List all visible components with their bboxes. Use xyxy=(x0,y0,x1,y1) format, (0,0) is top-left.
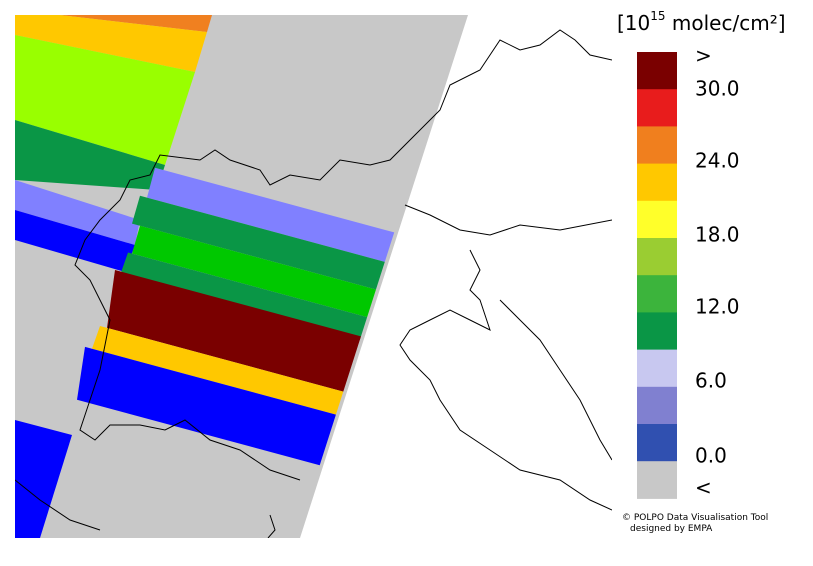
colorbar-segment xyxy=(637,386,677,425)
colorbar-label: 0.0 xyxy=(695,444,727,468)
coastlines xyxy=(15,29,612,538)
swath-band xyxy=(132,225,376,318)
colorbar-label: < xyxy=(695,476,712,500)
swath-band xyxy=(77,346,336,466)
credit: © POLPO Data Visualisation Tool xyxy=(622,513,768,523)
credit: designed by EMPA xyxy=(630,524,713,534)
colorbar-segment xyxy=(637,89,677,127)
swath-band xyxy=(15,35,195,165)
colorbar-segment xyxy=(637,52,677,90)
coastline xyxy=(399,204,612,511)
colorbar-segment xyxy=(637,163,677,202)
swath-band xyxy=(15,180,140,245)
colorbar-segment xyxy=(637,238,677,276)
title-prefix: [10 xyxy=(617,11,650,35)
swath-band xyxy=(15,420,72,538)
colorbar-label: 24.0 xyxy=(695,149,740,173)
colorbar: >30.0 24.0 18.0 12.0 6.0 0.0 < xyxy=(637,44,740,500)
colorbar-segment xyxy=(637,126,677,165)
colorbar-segment xyxy=(637,349,677,388)
colorbar-label: 12.0 xyxy=(695,295,740,319)
swath-band xyxy=(60,15,212,32)
title-suffix: molec/cm²] xyxy=(666,11,786,35)
colorbar-segment xyxy=(637,461,677,499)
swath-band xyxy=(92,325,344,415)
colorbar-label: 30.0 xyxy=(695,77,740,101)
swath-band xyxy=(132,195,385,290)
title-exponent: 15 xyxy=(650,9,665,23)
swath-band xyxy=(15,210,135,272)
colorbar-label: > xyxy=(695,44,712,68)
border xyxy=(74,29,612,481)
swath-band xyxy=(107,270,361,392)
swath-band xyxy=(147,167,395,262)
colorbar-title: [1015 molec/cm²] xyxy=(617,9,786,35)
swath-band xyxy=(120,252,368,341)
colorbar-label: 18.0 xyxy=(695,223,740,247)
colorbar-label: 6.0 xyxy=(695,369,727,393)
swath-band xyxy=(15,15,207,72)
colorbar-segment xyxy=(637,312,677,351)
swath-band xyxy=(15,120,165,190)
colorbar-segment xyxy=(637,200,677,239)
coastline xyxy=(15,479,276,538)
colorbar-segment xyxy=(637,275,677,313)
colorbar-segment xyxy=(637,424,677,462)
map xyxy=(15,15,612,538)
